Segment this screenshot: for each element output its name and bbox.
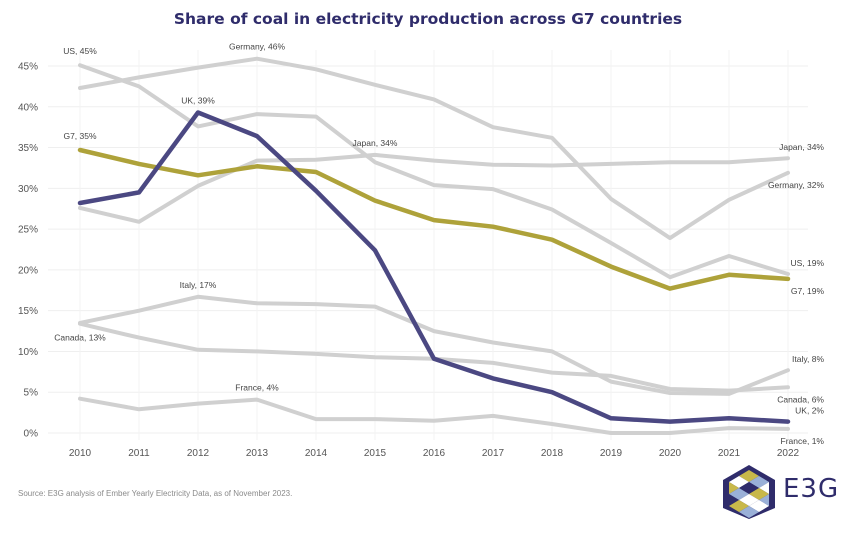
series-line-uk — [77, 110, 791, 424]
data-label-uk: UK, 39% — [181, 95, 215, 105]
y-tick-label: 35% — [18, 143, 38, 154]
e3g-logo-mark-icon — [723, 465, 775, 519]
data-label-italy: Italy, 8% — [792, 354, 824, 364]
x-tick-label: 2010 — [69, 448, 92, 459]
logo-text: E3G — [783, 474, 840, 504]
series-line-france — [78, 396, 790, 435]
data-label-us: US, 45% — [63, 46, 97, 56]
y-tick-label: 40% — [18, 102, 38, 113]
data-label-canada: Canada, 13% — [54, 333, 106, 343]
series-line-italy — [78, 294, 790, 396]
y-tick-label: 5% — [24, 388, 39, 399]
y-tick-label: 45% — [18, 62, 38, 73]
y-tick-label: 15% — [18, 306, 38, 317]
y-tick-label: 0% — [24, 429, 39, 440]
data-label-us: US, 19% — [790, 258, 824, 268]
data-label-canada: Canada, 6% — [777, 394, 824, 404]
x-tick-label: 2012 — [187, 448, 210, 459]
x-tick-label: 2022 — [777, 448, 800, 459]
x-tick-label: 2011 — [128, 448, 150, 459]
data-label-germany: Germany, 46% — [229, 42, 286, 52]
y-tick-label: 25% — [18, 225, 38, 236]
chart-title: Share of coal in electricity production … — [173, 10, 683, 28]
x-tick-label: 2013 — [246, 448, 269, 459]
data-label-france: France, 1% — [781, 436, 825, 446]
series-line-us — [78, 63, 790, 280]
series-line-g7 — [77, 147, 791, 291]
x-tick-label: 2019 — [600, 448, 623, 459]
x-tick-label: 2021 — [718, 448, 741, 459]
x-tick-label: 2015 — [364, 448, 387, 459]
x-tick-label: 2018 — [541, 448, 564, 459]
data-label-france: France, 4% — [235, 383, 279, 393]
series-line-japan — [78, 152, 790, 224]
y-tick-label: 10% — [18, 347, 38, 358]
e3g-logo: E3G — [721, 464, 841, 520]
data-label-g7: G7, 19% — [791, 286, 825, 296]
source-note: Source: E3G analysis of Ember Yearly Ele… — [18, 489, 293, 498]
x-tick-label: 2020 — [659, 448, 682, 459]
data-label-germany: Germany, 32% — [768, 180, 825, 190]
y-tick-label: 20% — [18, 265, 38, 276]
x-tick-label: 2016 — [423, 448, 446, 459]
y-tick-label: 30% — [18, 184, 38, 195]
data-label-italy: Italy, 17% — [180, 280, 217, 290]
data-label-japan: Japan, 34% — [353, 138, 398, 148]
series-line-germany — [78, 56, 790, 241]
data-label-uk: UK, 2% — [795, 406, 824, 416]
data-label-g7: G7, 35% — [63, 131, 97, 141]
data-label-japan: Japan, 34% — [779, 142, 824, 152]
x-tick-label: 2017 — [482, 448, 505, 459]
x-tick-label: 2014 — [305, 448, 328, 459]
